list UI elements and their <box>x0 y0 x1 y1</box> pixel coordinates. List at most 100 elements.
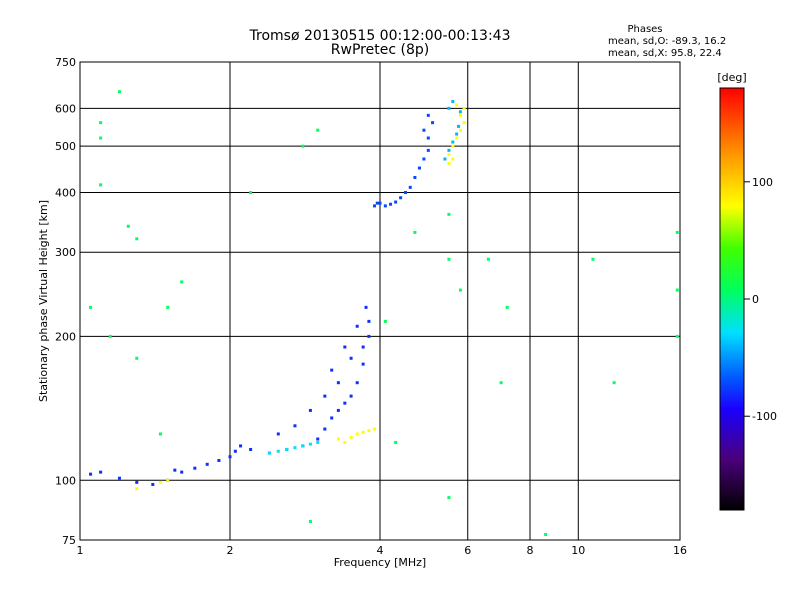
colorbar <box>719 87 745 511</box>
data-point <box>505 305 509 309</box>
data-point <box>126 224 130 228</box>
data-point <box>373 204 377 208</box>
data-point <box>301 444 305 448</box>
data-point <box>431 121 435 125</box>
data-point <box>447 153 451 157</box>
data-point <box>330 368 334 372</box>
data-point <box>612 381 616 385</box>
data-point <box>378 201 382 205</box>
y-axis-label: Stationary phase Virtual Height [km] <box>37 200 50 402</box>
data-point <box>455 103 459 107</box>
data-point <box>323 394 327 398</box>
data-point <box>158 480 162 484</box>
data-point <box>135 237 139 241</box>
data-point <box>308 408 312 412</box>
data-point <box>675 230 679 234</box>
data-point <box>249 447 253 451</box>
y-tick-label: 300 <box>55 246 76 259</box>
colorbar-tick-label: 100 <box>752 176 773 189</box>
data-point <box>135 480 139 484</box>
data-point <box>166 305 170 309</box>
data-point <box>355 381 359 385</box>
data-point <box>343 401 347 405</box>
data-point <box>462 121 466 125</box>
data-point <box>383 319 387 323</box>
data-point <box>217 458 221 462</box>
data-point <box>158 432 162 436</box>
phase-stats-x: mean, sd,X: 95.8, 22.4 <box>608 48 722 59</box>
data-point <box>458 110 462 114</box>
data-point <box>422 157 426 161</box>
y-tick-label: 400 <box>55 186 76 199</box>
data-point <box>276 432 280 436</box>
data-point <box>267 451 271 455</box>
data-point <box>544 533 548 537</box>
data-point <box>443 157 447 161</box>
data-point <box>413 230 417 234</box>
data-point <box>355 432 359 436</box>
data-point <box>349 435 353 439</box>
data-point <box>451 157 455 161</box>
data-point <box>408 185 412 189</box>
data-point <box>373 427 377 431</box>
axis-ticks: 1 2 4 6 8 10 16 75 100 200 300 400 500 600 750 <box>55 56 687 557</box>
data-point <box>349 356 353 360</box>
data-point <box>308 519 312 523</box>
y-tick-label: 750 <box>55 56 76 69</box>
data-point <box>285 447 289 451</box>
colorbar-label: [deg] <box>717 71 746 84</box>
data-point <box>108 334 112 338</box>
data-point <box>675 288 679 292</box>
data-point <box>451 144 455 148</box>
data-point <box>89 472 93 476</box>
phase-stats-o: mean, sd,O: -89.3, 16.2 <box>608 36 726 47</box>
data-point <box>99 470 103 474</box>
data-point <box>193 466 197 470</box>
colorbar-ticks: 100 0 -100 <box>744 176 777 423</box>
data-point <box>173 468 177 472</box>
data-point <box>413 175 417 179</box>
data-point <box>166 478 170 482</box>
data-point <box>458 128 462 132</box>
data-point <box>457 124 461 128</box>
data-point <box>361 430 365 434</box>
data-point <box>447 161 451 165</box>
data-point <box>455 132 459 136</box>
data-point <box>458 288 462 292</box>
data-point <box>403 190 407 194</box>
data-point <box>316 128 320 132</box>
data-point <box>336 437 340 441</box>
x-tick-label: 2 <box>227 544 234 557</box>
x-tick-label: 8 <box>527 544 534 557</box>
x-tick-label: 6 <box>464 544 471 557</box>
data-point <box>293 446 297 450</box>
y-tick-label: 200 <box>55 330 76 343</box>
data-point <box>499 381 503 385</box>
grid-lines <box>80 62 680 540</box>
data-point <box>316 437 320 441</box>
data-point <box>135 356 139 360</box>
data-point <box>249 190 253 194</box>
data-point <box>361 362 365 366</box>
data-points <box>89 90 679 537</box>
data-point <box>675 334 679 338</box>
data-point <box>447 148 451 152</box>
y-tick-label: 600 <box>55 102 76 115</box>
data-point <box>462 106 466 110</box>
data-point <box>343 345 347 349</box>
data-point <box>364 305 368 309</box>
data-point <box>205 462 209 466</box>
data-point <box>394 200 398 204</box>
data-point <box>336 381 340 385</box>
data-point <box>117 90 121 94</box>
data-point <box>117 476 121 480</box>
data-point <box>89 305 93 309</box>
y-tick-label: 500 <box>55 140 76 153</box>
data-point <box>367 334 371 338</box>
data-point <box>180 280 184 284</box>
colorbar-tick-label: -100 <box>752 410 777 423</box>
data-point <box>426 148 430 152</box>
data-point <box>180 470 184 474</box>
data-point <box>355 324 359 328</box>
data-point <box>451 100 455 104</box>
